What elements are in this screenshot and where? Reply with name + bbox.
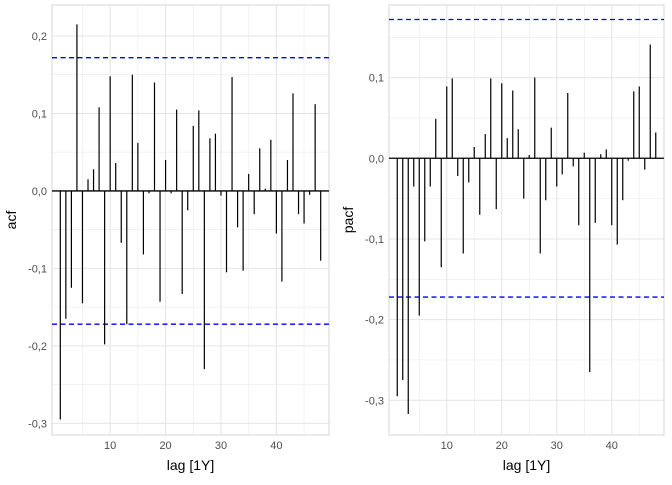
- acf-ytick-label: -0,3: [28, 418, 47, 430]
- pacf-xtick-label: 30: [551, 440, 563, 452]
- pacf-ytick-label: -0,3: [365, 395, 384, 407]
- acf-xtick-label: 40: [270, 440, 282, 452]
- pacf-panel: -0,3 -0,2 -0,1 0,0 0,1 10 20 30 40 lag [1Y] pacf: [340, 4, 665, 473]
- acf-xtick-label: 30: [215, 440, 227, 452]
- acf-panel: -0,3 -0,2 -0,1 0,0 0,1 0,2 10 20 30 40 lag [1Y] acf: [3, 4, 330, 473]
- pacf-xtick-label: 40: [606, 440, 618, 452]
- pacf-plot-area: [389, 5, 664, 435]
- acf-ytick-label: 0,0: [32, 186, 47, 198]
- acf-ytick-label: -0,2: [28, 341, 47, 353]
- pacf-ytick-label: 0,0: [369, 153, 384, 165]
- acf-panel-border: [51, 4, 330, 436]
- pacf-y-axis-title: pacf: [340, 207, 356, 234]
- acf-ytick-label: -0,1: [28, 263, 47, 275]
- acf-plot-area: [52, 5, 329, 435]
- acf-x-axis-title: lag [1Y]: [167, 457, 214, 473]
- pacf-xtick-label: 20: [496, 440, 508, 452]
- pacf-ytick-label: 0,1: [369, 73, 384, 85]
- acf-xtick-label: 20: [159, 440, 171, 452]
- pacf-x-axis-title: lag [1Y]: [503, 457, 550, 473]
- acf-ytick-label: 0,2: [32, 31, 47, 43]
- acf-ytick-label: 0,1: [32, 108, 47, 120]
- pacf-ytick-label: -0,1: [365, 234, 384, 246]
- acf-xtick-label: 10: [104, 440, 116, 452]
- pacf-ytick-label: -0,2: [365, 315, 384, 327]
- pacf-panel-border: [388, 4, 665, 436]
- acf-y-axis-title: acf: [3, 211, 19, 230]
- pacf-xtick-label: 10: [441, 440, 453, 452]
